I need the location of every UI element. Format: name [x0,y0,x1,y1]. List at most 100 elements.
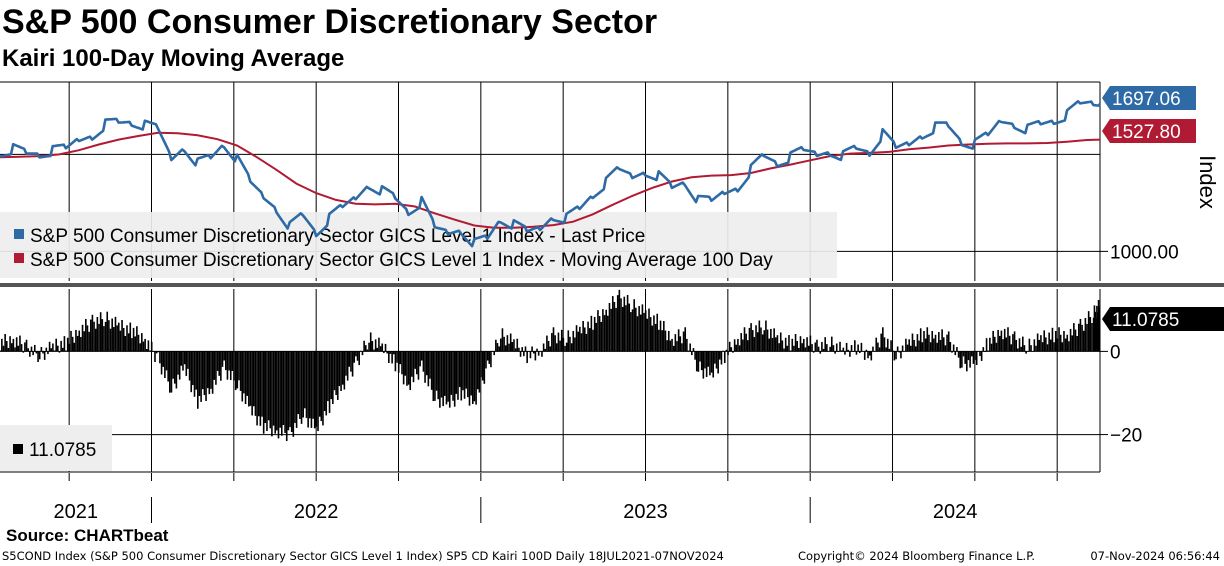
kairi-bar [376,347,379,352]
kairi-bar [1030,345,1032,352]
ma-tag: 1527.80 [1102,119,1196,143]
kairi-bar [982,347,985,352]
kairi-bar [476,351,479,390]
kairi-bar [891,350,894,352]
kairi-bar [998,335,1001,352]
kairi-bar [714,351,716,364]
kairi-bar [735,344,738,352]
kairi-bar [182,351,184,371]
kairi-bar [409,351,412,391]
kairi-bar [964,351,966,364]
kairi-bar [682,331,685,352]
kairi-bar [1071,335,1074,352]
kairi-bar [150,341,153,352]
kairi-bar [574,337,576,352]
kairi-bar [719,351,721,360]
bottom-legend: 11.0785 [0,425,112,471]
kairi-bar [1098,306,1101,352]
kairi-bar [656,313,659,352]
kairi-bar [229,351,232,381]
kairi-bar [1000,330,1003,352]
kairi-bar [580,333,583,352]
kairi-bar [42,351,44,354]
kairi-bar [674,334,677,352]
kairi-bar [1017,348,1019,352]
kairi-bar [17,345,20,352]
kairi-bar [694,351,696,360]
kairi-bar [223,351,225,361]
kairi-bar [119,330,122,352]
kairi-bar [279,351,281,428]
kairi-bar [664,330,667,352]
kairi-bar [523,351,525,357]
kairi-bar [157,351,160,353]
kairi-bar [19,335,21,352]
kairi-bar [593,316,596,352]
kairi-bar [361,351,364,356]
kairi-bar [109,328,112,352]
kairi-bar [628,303,631,352]
kairi-bar [942,337,945,352]
kairi-bar [611,296,614,352]
kairi-bar [63,336,66,352]
kairi-bar [264,351,267,424]
kairi-bar [933,338,935,352]
kairi-bar [450,351,453,395]
kairi-bar [224,351,227,371]
kairi-bar [728,341,731,352]
kairi-bar [457,351,459,400]
kairi-bar [246,351,249,396]
kairi-bar [259,351,262,426]
kairi-bar [394,351,397,372]
kairi-bar [75,329,77,352]
kairi-bar [760,327,762,352]
kairi-bar [24,342,26,352]
kairi-bar [944,345,947,352]
kairi-bar [638,306,640,352]
kairi-bar [437,351,440,400]
kairi-bar [1003,328,1006,352]
kairi-bar [918,340,920,352]
kairi-bar [108,320,110,352]
kairi-bar [847,349,850,352]
kairi-bar [961,351,963,368]
kairi-bar [164,351,166,379]
kairi-bar [816,339,818,352]
kairi-bar [730,347,733,352]
kairi-bar [890,340,892,352]
kairi-bar [743,327,746,352]
kairi-bar [865,349,868,352]
kairi-bar [1051,327,1054,352]
kairi-bar [992,330,994,352]
legend-label-price: S&P 500 Consumer Discretionary Sector GI… [30,226,645,247]
ma-tag-bg [1102,119,1196,143]
kairi-bar [1079,318,1082,352]
kairi-bar [914,346,917,352]
kairi-bar [205,351,207,401]
kairi-bar [592,329,594,352]
source-note: Source: CHARTbeat [6,526,169,545]
kairi-bar [25,339,28,352]
kairi-bar [595,322,598,352]
kairi-bar [322,351,324,426]
kairi-bar [570,343,573,352]
kairi-bar [770,328,772,352]
kairi-bar [292,351,295,437]
kairi-bar [872,346,874,352]
kairi-bar [575,325,578,352]
kairi-bar [57,345,59,352]
kairi-bar [577,331,579,352]
kairi-bar [661,330,663,352]
kairi-bar [916,334,919,352]
kairi-bar [485,351,487,369]
kairi-bar [526,351,528,364]
kairi-bar [1049,339,1052,352]
kairi-bar [38,351,41,360]
kairi-bar [155,351,158,354]
kairi-bar [180,351,183,366]
kairi-bar [262,351,265,434]
kairi-bar [276,351,278,431]
kairi-bar [251,351,253,416]
kairi-bar [511,342,514,352]
kairi-bar [310,351,313,428]
